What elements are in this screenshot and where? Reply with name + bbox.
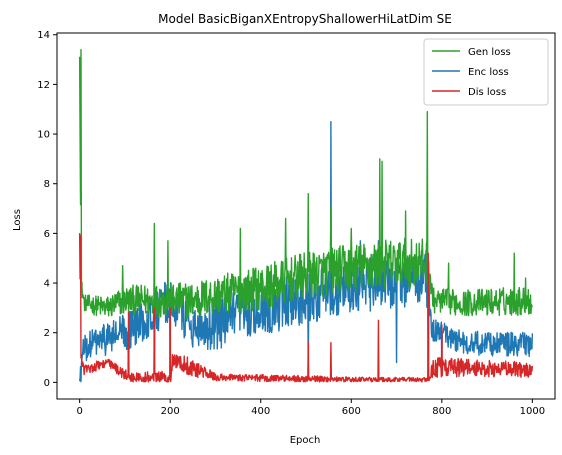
y-tick-label: 14 xyxy=(37,30,50,41)
legend-entry-label: Dis loss xyxy=(468,87,506,98)
x-tick-label: 400 xyxy=(251,406,270,417)
series-line-gen-loss xyxy=(78,48,533,320)
y-tick-label: 8 xyxy=(44,179,50,190)
y-tick-label: 4 xyxy=(44,279,50,290)
series-lines xyxy=(78,48,534,383)
x-tick-label: 1000 xyxy=(520,406,545,417)
y-tick-label: 2 xyxy=(44,328,50,339)
y-tick-label: 0 xyxy=(44,378,50,389)
x-tick-label: 0 xyxy=(76,406,82,417)
legend-entry-label: Gen loss xyxy=(468,47,511,58)
series-line-dis-loss xyxy=(78,233,534,383)
plot-frame xyxy=(56,32,556,400)
legend: Gen loss Enc loss Dis loss xyxy=(423,38,549,106)
y-tick-label: 10 xyxy=(37,130,50,141)
y-tick-label: 12 xyxy=(37,80,50,91)
y-tick-label: 6 xyxy=(44,229,50,240)
legend-entry-label: Enc loss xyxy=(468,67,509,78)
x-tick-label: 600 xyxy=(342,406,361,417)
x-axis-label: Epoch xyxy=(290,435,321,446)
x-tick-label: 200 xyxy=(161,406,180,417)
chart-title: Model BasicBiganXEntropyShallowerHiLatDi… xyxy=(158,12,452,26)
x-tick-label: 800 xyxy=(432,406,451,417)
axes: 0 200 400 600 800 1000 0 2 4 6 8 10 12 14 xyxy=(37,30,556,417)
legend-box xyxy=(423,38,549,106)
y-axis-label: Loss xyxy=(12,209,23,231)
